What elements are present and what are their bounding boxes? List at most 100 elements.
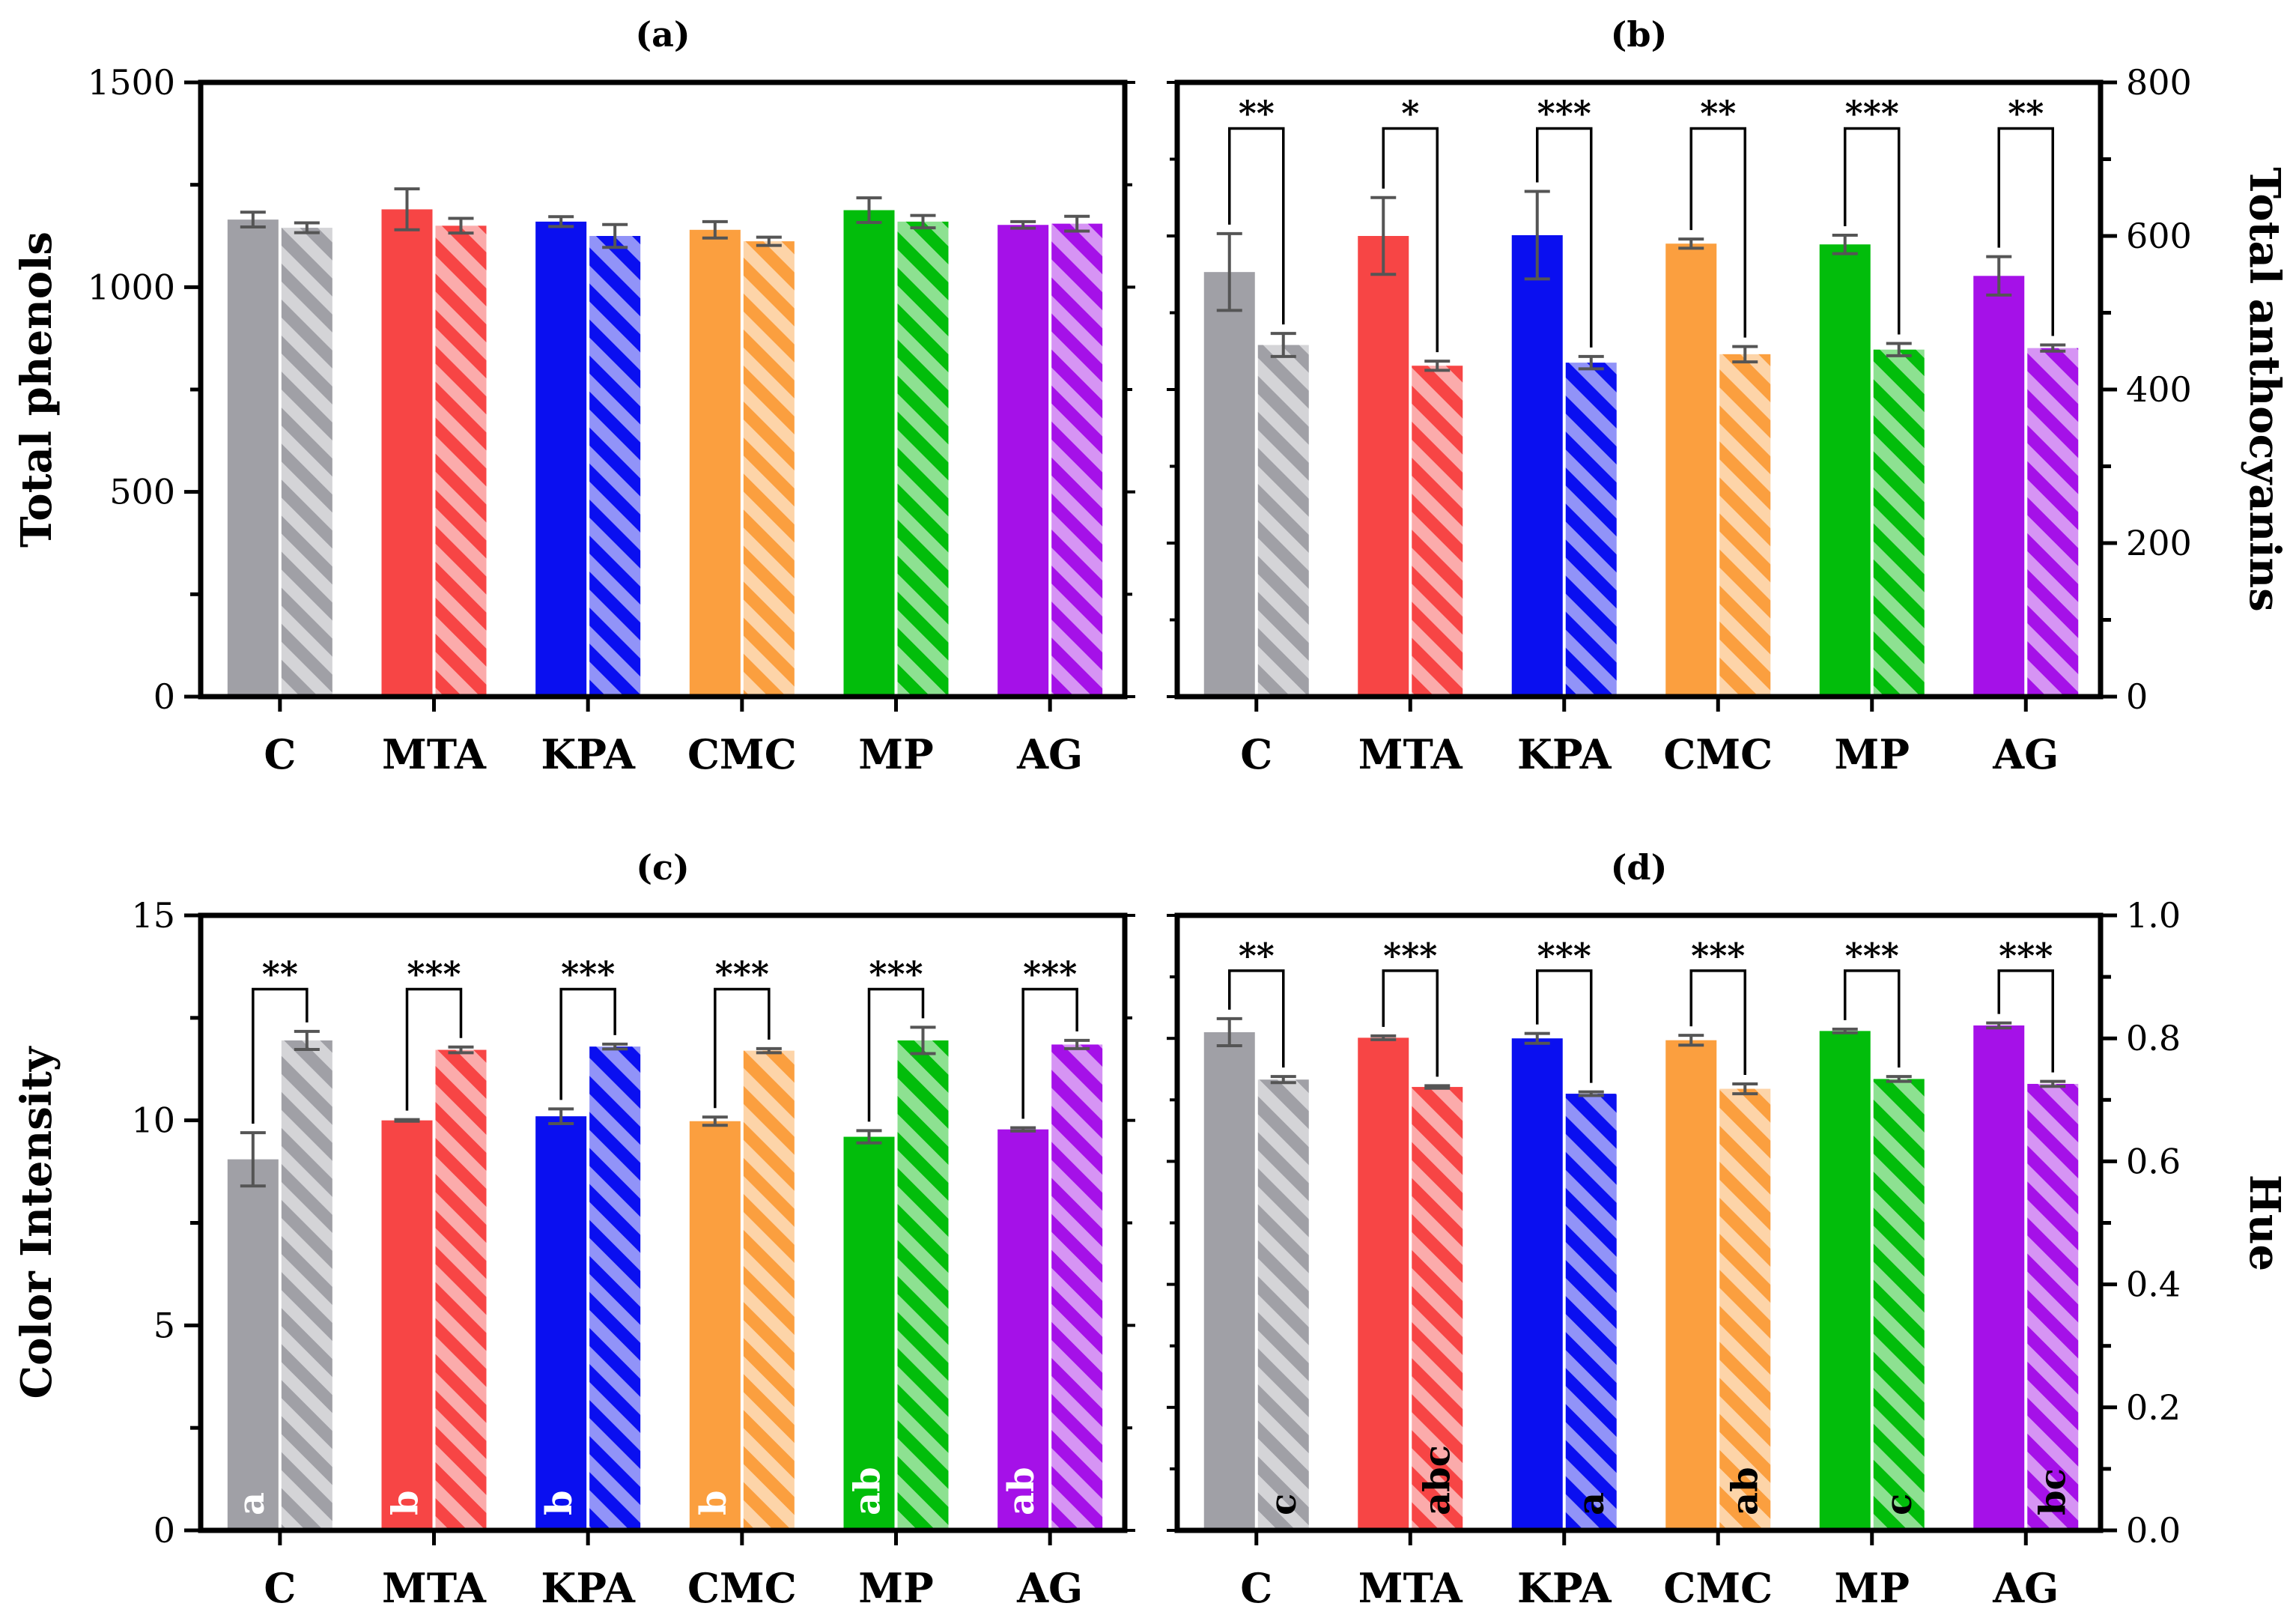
bracket-line bbox=[1844, 969, 1901, 1068]
bar-hatched-c bbox=[281, 1040, 332, 1530]
x-tick-label-cmc: CMC bbox=[1663, 1564, 1773, 1612]
letter-hatched-cmc: ab bbox=[1724, 1467, 1766, 1515]
bracket-line bbox=[1689, 969, 1746, 1075]
significance-bracket-ag bbox=[1997, 127, 2054, 336]
bar-solid-kpa bbox=[535, 221, 587, 697]
significance-bracket-c bbox=[1228, 969, 1285, 1068]
bar-hatched-mp bbox=[897, 1040, 949, 1530]
chart-panel-c: (c) ** a C *** b MTA *** b KPA *** b CMC *** ab MP *** ab… bbox=[12, 847, 1135, 1612]
letter-hatched-mp: c bbox=[1878, 1494, 1920, 1515]
letter-solid-mta: b bbox=[385, 1490, 427, 1515]
errorbar-hatched-c bbox=[1270, 1075, 1296, 1085]
significance-label-c: ** bbox=[1239, 936, 1275, 976]
letter-hatched-ag: bc bbox=[2032, 1468, 2074, 1515]
errorbar-hatched-mp bbox=[910, 213, 936, 230]
bar-hatched-ag bbox=[1051, 1044, 1103, 1530]
significance-bracket-c bbox=[1228, 127, 1285, 325]
x-tick-label-c: C bbox=[264, 730, 296, 778]
errorbar-solid-c bbox=[240, 210, 266, 228]
significance-label-cmc: *** bbox=[715, 954, 769, 995]
bar-hatched-mta bbox=[435, 1049, 487, 1530]
y-tick-label: 0 bbox=[154, 676, 175, 717]
errorbar-hatched-c bbox=[294, 221, 320, 234]
bracket-line bbox=[559, 987, 616, 1100]
significance-bracket-cmc bbox=[1689, 969, 1746, 1075]
bar-solid-cmc bbox=[689, 229, 741, 697]
bracket-line bbox=[1844, 127, 1901, 335]
significance-bracket-kpa bbox=[1536, 969, 1593, 1083]
significance-bracket-cmc bbox=[714, 987, 771, 1109]
significance-label-cmc: ** bbox=[1700, 94, 1736, 134]
significance-label-mp: *** bbox=[1845, 94, 1899, 134]
x-tick-label-mp: MP bbox=[858, 730, 933, 778]
significance-bracket-ag bbox=[1997, 969, 2054, 1073]
errorbar-hatched-mp bbox=[1886, 342, 1912, 357]
plot-frame bbox=[1174, 79, 2104, 700]
bracket-line bbox=[1997, 969, 2054, 1073]
errorbar-solid-kpa bbox=[548, 215, 574, 228]
significance-label-mta: *** bbox=[407, 954, 461, 995]
y-tick-label: 0.4 bbox=[2126, 1264, 2181, 1305]
x-tick-label-kpa: KPA bbox=[541, 1564, 636, 1612]
x-tick-label-ag: AG bbox=[1992, 730, 2059, 778]
bar-solid-cmc bbox=[1665, 243, 1717, 697]
errorbar-solid-mta bbox=[1370, 196, 1397, 276]
bar-solid-ag bbox=[1973, 276, 2025, 697]
y-tick-label: 1000 bbox=[88, 267, 175, 307]
errorbar-hatched-mta bbox=[1424, 360, 1451, 372]
errorbar-hatched-ag bbox=[2040, 343, 2066, 353]
x-tick-label-cmc: CMC bbox=[1663, 730, 1773, 778]
significance-label-mta: *** bbox=[1383, 936, 1437, 976]
bar-solid-mp bbox=[1819, 244, 1871, 697]
y-tick-label: 400 bbox=[2126, 369, 2192, 410]
significance-bracket-mta bbox=[1382, 969, 1439, 1077]
x-tick-label-mp: MP bbox=[858, 1564, 933, 1612]
errorbar-solid-mp bbox=[1832, 1027, 1858, 1034]
bracket-line bbox=[867, 987, 925, 1122]
errorbar-hatched-mp bbox=[1886, 1075, 1912, 1083]
significance-label-kpa: *** bbox=[1537, 936, 1591, 976]
bar-solid-c bbox=[227, 219, 279, 697]
errorbar-hatched-kpa bbox=[1578, 354, 1604, 371]
errorbar-solid-ag bbox=[1010, 1126, 1036, 1133]
bar-solid-ag bbox=[997, 225, 1049, 697]
plot-frame bbox=[1174, 912, 2104, 1533]
errorbar-hatched-cmc bbox=[1732, 1082, 1758, 1096]
errorbar-hatched-mta bbox=[1424, 1084, 1451, 1090]
bar-hatched-cmc bbox=[1719, 354, 1771, 697]
y-axis-label: Hue bbox=[2240, 1175, 2289, 1271]
errorbar-hatched-ag bbox=[1064, 214, 1090, 233]
letter-solid-ag: ab bbox=[1000, 1467, 1042, 1515]
bar-solid-c bbox=[1203, 272, 1255, 697]
x-tick-label-ag: AG bbox=[1016, 1564, 1083, 1612]
significance-bracket-mp bbox=[1844, 969, 1901, 1068]
chart-panel-a: (a) C MTA KPA CMC MP AG 0 500 1000 1500 Total pheno… bbox=[12, 14, 1135, 778]
bar-hatched-cmc bbox=[743, 1050, 795, 1530]
significance-label-c: ** bbox=[1239, 94, 1275, 134]
x-tick-label-c: C bbox=[1240, 1564, 1272, 1612]
x-tick-label-mta: MTA bbox=[382, 1564, 487, 1612]
errorbar-hatched-kpa bbox=[1578, 1090, 1604, 1097]
bracket-line bbox=[1021, 987, 1078, 1119]
errorbar-hatched-ag bbox=[2040, 1079, 2066, 1088]
bar-solid-ag bbox=[997, 1129, 1049, 1530]
bracket-line bbox=[1382, 969, 1439, 1077]
bar-solid-c bbox=[227, 1159, 279, 1530]
x-tick-label-mta: MTA bbox=[1358, 730, 1463, 778]
chart-panel-d: (d) ** c C *** abc MTA *** a KPA *** ab CMC *** c MP ***… bbox=[1167, 847, 2289, 1612]
x-tick-label-kpa: KPA bbox=[541, 730, 636, 778]
x-tick-label-cmc: CMC bbox=[687, 730, 797, 778]
chart-title: (c) bbox=[636, 847, 690, 888]
significance-bracket-mp bbox=[867, 987, 925, 1122]
y-tick-label: 800 bbox=[2126, 62, 2192, 103]
significance-bracket-mta bbox=[405, 987, 463, 1111]
significance-label-mp: *** bbox=[1845, 936, 1899, 976]
bracket-line bbox=[1536, 969, 1593, 1083]
y-axis-label: Total phenols bbox=[12, 231, 61, 548]
errorbar-hatched-ag bbox=[1064, 1038, 1090, 1050]
errorbar-solid-ag bbox=[1986, 255, 2012, 297]
bar-hatched-kpa bbox=[1565, 1094, 1617, 1530]
significance-label-mta: * bbox=[1401, 94, 1419, 134]
bar-hatched-mp bbox=[1873, 1079, 1925, 1530]
